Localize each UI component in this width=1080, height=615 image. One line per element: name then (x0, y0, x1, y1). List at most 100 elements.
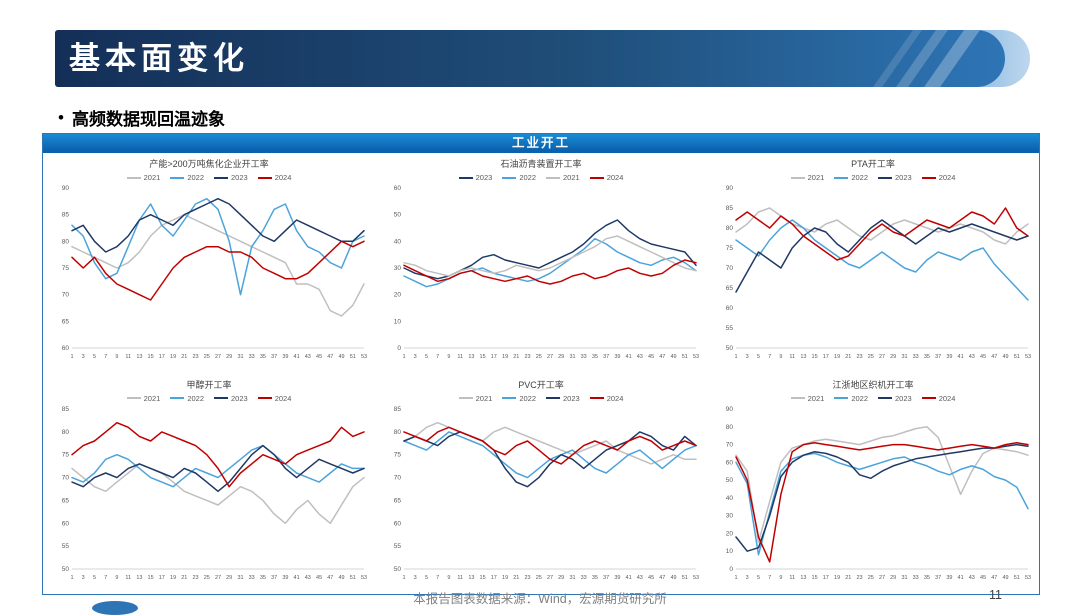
chart-pvc-operating-rate: PVC开工率 2021 2022 2023 2024 50 55 60 65 70 75 80 85… (375, 374, 707, 595)
svg-text:55: 55 (726, 325, 734, 332)
svg-text:55: 55 (62, 543, 70, 550)
legend-line-swatch (502, 397, 517, 399)
svg-text:60: 60 (726, 305, 734, 312)
svg-text:43: 43 (969, 354, 975, 360)
svg-text:55: 55 (394, 543, 402, 550)
svg-text:31: 31 (901, 354, 907, 360)
svg-text:21: 21 (845, 354, 851, 360)
legend-line-swatch (257, 176, 272, 179)
svg-text:0: 0 (729, 566, 733, 573)
svg-text:1: 1 (70, 354, 73, 360)
legend-item-2024: 2024 (257, 394, 291, 403)
svg-text:23: 23 (192, 354, 198, 360)
chart-panel: 工业开工 产能>200万吨焦化企业开工率 2021 2022 2023 2024 60… (42, 133, 1040, 595)
svg-text:70: 70 (62, 474, 70, 481)
legend-line-swatch (834, 176, 849, 179)
svg-text:11: 11 (125, 575, 131, 581)
svg-text:50: 50 (726, 345, 734, 352)
legend-item-2021: 2021 (126, 394, 160, 403)
svg-text:20: 20 (394, 292, 402, 299)
svg-text:37: 37 (603, 354, 609, 360)
chart-loom-operating-rate: 江浙地区织机开工率 2021 2022 2023 2024 0 10 20 30 40 50 60… (707, 374, 1039, 595)
svg-text:25: 25 (536, 575, 542, 581)
svg-text:80: 80 (726, 423, 734, 430)
svg-text:5: 5 (757, 575, 760, 581)
svg-text:31: 31 (901, 575, 907, 581)
svg-text:7: 7 (436, 575, 439, 581)
page-number: 11 (989, 588, 1002, 602)
svg-text:49: 49 (338, 575, 344, 581)
svg-text:37: 37 (271, 354, 277, 360)
chart-legend: 2021 2022 2023 2024 (790, 173, 955, 182)
svg-text:53: 53 (693, 575, 699, 581)
svg-text:17: 17 (159, 575, 165, 581)
svg-text:27: 27 (215, 575, 221, 581)
svg-text:70: 70 (62, 292, 70, 299)
svg-text:3: 3 (414, 354, 417, 360)
chart-asphalt-operating-rate: 石油沥青装置开工率 2023 2022 2021 2024 0 10 20 30 40 50 60… (375, 153, 707, 374)
legend-item-2024: 2024 (921, 393, 956, 403)
svg-text:15: 15 (148, 354, 154, 360)
svg-text:25: 25 (868, 575, 874, 581)
legend-item-2024: 2024 (589, 394, 623, 403)
svg-text:50: 50 (394, 212, 402, 219)
svg-text:50: 50 (726, 477, 734, 484)
svg-text:25: 25 (868, 354, 874, 360)
legend-line-swatch (878, 176, 892, 179)
svg-text:17: 17 (823, 354, 829, 360)
svg-text:40: 40 (726, 494, 734, 501)
svg-text:0: 0 (397, 345, 401, 352)
legend-label: 2021 (807, 173, 825, 182)
svg-text:47: 47 (327, 354, 333, 360)
legend-line-swatch (834, 397, 849, 399)
svg-text:65: 65 (62, 497, 70, 504)
svg-text:39: 39 (946, 575, 952, 581)
svg-text:53: 53 (693, 354, 699, 360)
svg-text:75: 75 (62, 265, 70, 272)
svg-text:17: 17 (823, 575, 829, 581)
svg-text:60: 60 (62, 520, 70, 527)
svg-text:10: 10 (394, 318, 402, 325)
svg-text:53: 53 (361, 354, 367, 360)
title-bar: 基本面变化 (55, 30, 1005, 87)
legend-item-2023: 2023 (458, 173, 492, 182)
svg-text:7: 7 (768, 575, 771, 581)
svg-text:35: 35 (924, 575, 930, 581)
chart-methanol-operating-rate: 甲醇开工率 2021 2022 2023 2024 50 55 60 65 70 75 80 85 1… (43, 374, 375, 595)
legend-label: 2022 (187, 393, 204, 403)
svg-text:21: 21 (513, 575, 519, 581)
svg-text:19: 19 (834, 575, 840, 581)
legend-line-swatch (126, 397, 141, 399)
svg-text:39: 39 (282, 575, 288, 581)
svg-text:51: 51 (1014, 575, 1020, 581)
svg-text:15: 15 (480, 354, 486, 360)
page-title: 基本面变化 (69, 41, 249, 76)
svg-text:80: 80 (62, 238, 70, 245)
svg-text:49: 49 (1002, 354, 1008, 360)
svg-text:9: 9 (779, 575, 782, 581)
legend-label: 2024 (938, 393, 956, 403)
legend-line-swatch (546, 176, 560, 179)
legend-item-2021: 2021 (126, 173, 160, 182)
svg-text:75: 75 (62, 451, 70, 458)
svg-text:5: 5 (93, 575, 96, 581)
svg-text:15: 15 (480, 575, 486, 581)
svg-text:11: 11 (789, 575, 795, 581)
svg-text:15: 15 (812, 354, 818, 360)
svg-text:9: 9 (115, 575, 118, 581)
svg-text:21: 21 (181, 575, 187, 581)
svg-text:47: 47 (991, 354, 997, 360)
svg-text:9: 9 (779, 354, 782, 360)
svg-text:29: 29 (890, 575, 896, 581)
legend-line-swatch (214, 397, 228, 399)
chart-legend: 2021 2022 2023 2024 (126, 173, 291, 182)
svg-text:23: 23 (524, 354, 530, 360)
svg-text:37: 37 (935, 354, 941, 360)
svg-text:9: 9 (447, 354, 450, 360)
legend-label: 2021 (807, 393, 825, 403)
legend-label: 2021 (563, 173, 580, 182)
svg-text:47: 47 (659, 354, 665, 360)
